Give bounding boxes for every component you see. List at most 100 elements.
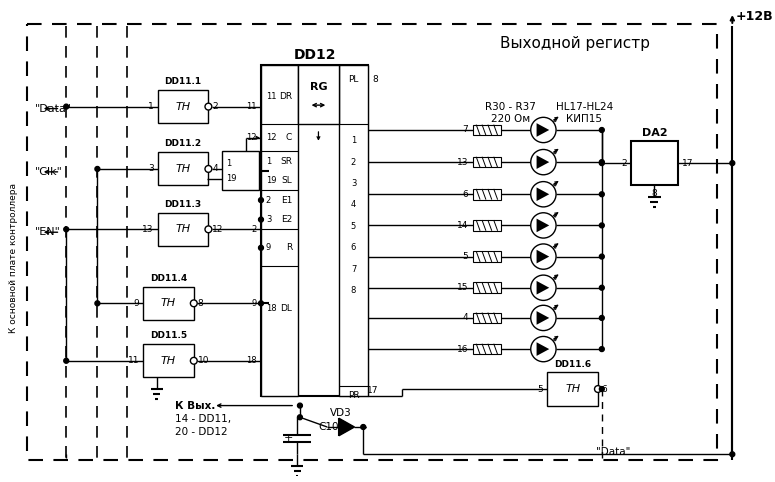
Text: C10: C10 <box>319 422 339 432</box>
Text: 9: 9 <box>252 299 257 308</box>
Text: 12: 12 <box>266 134 277 142</box>
Text: 5: 5 <box>463 252 468 261</box>
Bar <box>298 65 339 124</box>
Text: TH: TH <box>161 298 176 308</box>
Bar <box>474 344 501 354</box>
Text: 1: 1 <box>266 157 271 166</box>
Circle shape <box>95 301 100 306</box>
Text: 10: 10 <box>198 356 209 365</box>
Text: 19: 19 <box>266 176 277 185</box>
Polygon shape <box>536 187 549 201</box>
Text: 5: 5 <box>351 222 356 231</box>
Text: 15: 15 <box>457 283 468 292</box>
Circle shape <box>599 316 604 321</box>
Text: RG: RG <box>310 82 327 93</box>
Text: 20 - DD12: 20 - DD12 <box>175 427 228 437</box>
Text: 3: 3 <box>148 164 154 174</box>
Text: 11: 11 <box>246 102 257 111</box>
Text: TH: TH <box>161 356 176 366</box>
Text: К Вых.: К Вых. <box>175 401 215 411</box>
Text: 17: 17 <box>367 387 379 395</box>
Text: 11: 11 <box>266 93 277 101</box>
Text: 2: 2 <box>351 158 356 167</box>
Text: TH: TH <box>175 102 191 112</box>
Polygon shape <box>536 250 549 263</box>
Circle shape <box>531 213 556 238</box>
Text: 2: 2 <box>266 196 271 204</box>
Text: 1: 1 <box>226 159 231 168</box>
Text: E1: E1 <box>281 196 292 204</box>
Text: PR: PR <box>348 391 360 401</box>
Text: DD11.1: DD11.1 <box>164 77 202 86</box>
Text: 9: 9 <box>133 299 140 308</box>
Text: 3: 3 <box>351 179 356 188</box>
Circle shape <box>205 226 212 233</box>
Text: R: R <box>286 243 292 252</box>
Circle shape <box>205 165 212 173</box>
Text: 4: 4 <box>212 164 218 174</box>
Circle shape <box>259 301 264 306</box>
Bar <box>474 125 501 135</box>
Circle shape <box>259 245 264 250</box>
Polygon shape <box>536 123 549 137</box>
Circle shape <box>64 227 69 232</box>
Circle shape <box>298 403 302 408</box>
Text: 6: 6 <box>351 243 356 252</box>
Polygon shape <box>536 155 549 169</box>
Bar <box>143 344 194 377</box>
Text: 1: 1 <box>148 102 154 111</box>
Text: DD11.6: DD11.6 <box>554 360 591 369</box>
Bar <box>474 220 501 231</box>
Text: "Data": "Data" <box>596 447 631 457</box>
Circle shape <box>531 182 556 207</box>
Text: TH: TH <box>175 164 191 174</box>
Text: 4: 4 <box>463 313 468 322</box>
Text: E2: E2 <box>281 215 292 224</box>
Polygon shape <box>339 418 354 436</box>
Circle shape <box>599 161 604 165</box>
Text: "Data": "Data" <box>35 104 72 114</box>
Text: DD11.4: DD11.4 <box>150 274 187 283</box>
Bar <box>474 189 501 200</box>
Circle shape <box>259 198 264 202</box>
Text: 8: 8 <box>351 286 356 295</box>
Text: 6: 6 <box>602 385 608 393</box>
Circle shape <box>599 387 604 391</box>
Text: 6: 6 <box>463 190 468 199</box>
Text: DD11.2: DD11.2 <box>164 139 202 148</box>
Text: 8: 8 <box>372 75 377 84</box>
Polygon shape <box>536 219 549 232</box>
Circle shape <box>531 149 556 175</box>
Circle shape <box>64 104 69 109</box>
Text: КИП15: КИП15 <box>567 114 602 124</box>
Circle shape <box>205 103 212 110</box>
Bar <box>143 287 194 320</box>
Circle shape <box>531 305 556 331</box>
Text: К основной плате контроллера: К основной плате контроллера <box>9 183 18 333</box>
Circle shape <box>361 425 366 429</box>
Bar <box>339 65 368 396</box>
Text: 2: 2 <box>622 159 627 168</box>
Text: 18: 18 <box>266 304 277 313</box>
Text: 8: 8 <box>652 189 657 198</box>
Text: 5: 5 <box>538 385 543 393</box>
Bar <box>547 373 598 405</box>
Text: "EN": "EN" <box>35 227 61 237</box>
Bar <box>474 312 501 323</box>
Bar <box>261 65 298 396</box>
Text: 14: 14 <box>457 221 468 230</box>
Polygon shape <box>339 418 354 436</box>
Bar <box>222 151 259 190</box>
Text: Выходной регистр: Выходной регистр <box>500 36 649 51</box>
Text: "Clk": "Clk" <box>35 167 63 177</box>
Text: 11: 11 <box>128 356 140 365</box>
Text: 18: 18 <box>246 356 257 365</box>
Circle shape <box>599 347 604 351</box>
Polygon shape <box>536 281 549 295</box>
Text: R30 - R37: R30 - R37 <box>485 102 536 112</box>
Text: 13: 13 <box>457 158 468 167</box>
Text: 14 - DD11,: 14 - DD11, <box>175 414 232 424</box>
Text: 12: 12 <box>212 225 224 234</box>
Text: PL: PL <box>348 75 359 84</box>
Polygon shape <box>536 342 549 356</box>
